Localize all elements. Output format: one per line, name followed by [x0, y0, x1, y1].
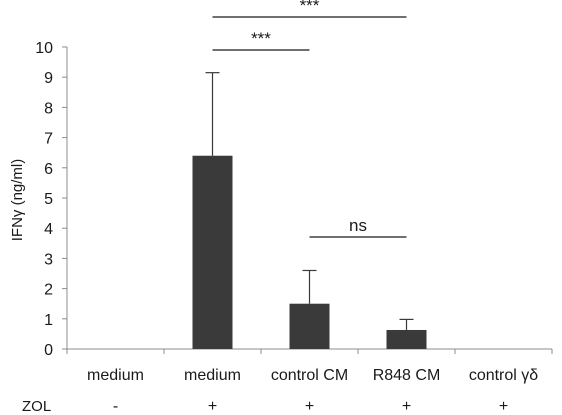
- y-tick-label: 0: [44, 342, 53, 359]
- significance-label: ns: [349, 216, 367, 235]
- treatment-symbol: -: [113, 398, 118, 415]
- category-label: control CM: [271, 367, 348, 384]
- y-tick-label: 5: [44, 191, 53, 208]
- treatment-row: - + + + +: [113, 398, 508, 415]
- y-axis-label: IFNγ (ng/ml): [9, 159, 26, 242]
- treatment-row-label: ZOL: [22, 398, 51, 415]
- category-label: R848 CM: [373, 367, 441, 384]
- y-tick-label: 6: [44, 161, 53, 178]
- y-tick-label: 2: [44, 282, 53, 299]
- y-tick-label: 10: [35, 40, 53, 57]
- y-ticks: 0 1 2 3 4 5 6 7 8 9 10: [35, 40, 67, 359]
- bar: [386, 329, 427, 349]
- y-tick-label: 1: [44, 312, 53, 329]
- treatment-symbol: +: [208, 398, 217, 415]
- treatment-symbol: +: [305, 398, 314, 415]
- bar: [192, 155, 233, 349]
- y-tick-label: 7: [44, 131, 53, 148]
- treatment-symbol: +: [402, 398, 411, 415]
- significance-label: ***: [251, 29, 271, 48]
- category-label: control γδ: [469, 367, 538, 384]
- bar: [289, 303, 330, 349]
- significance-label: ***: [300, 0, 320, 15]
- y-tick-label: 4: [44, 221, 53, 238]
- error-bars: [205, 72, 414, 330]
- significance-brackets: *** *** ns: [212, 0, 407, 238]
- y-tick-label: 3: [44, 251, 53, 268]
- category-labels: medium medium control CM R848 CM control γδ: [87, 367, 538, 384]
- y-tick-label: 8: [44, 100, 53, 117]
- category-label: medium: [184, 367, 241, 384]
- treatment-symbol: +: [499, 398, 508, 415]
- y-tick-label: 9: [44, 70, 53, 87]
- category-label: medium: [87, 367, 144, 384]
- bars: [192, 155, 427, 349]
